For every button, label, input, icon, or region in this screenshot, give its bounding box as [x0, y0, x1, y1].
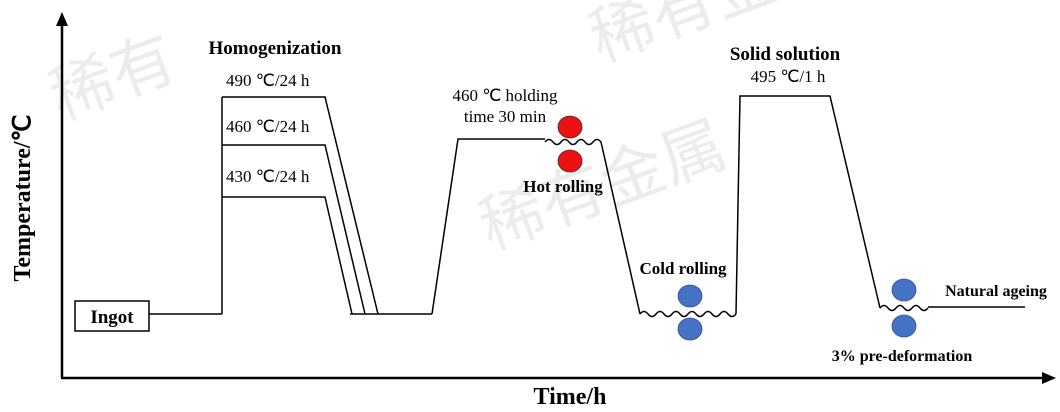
ingot-box	[74, 300, 150, 332]
pre-deformation-label: 3% pre-deformation	[832, 348, 973, 365]
pre-deformation-wave	[879, 304, 929, 312]
natural-ageing-label: Natural ageing	[945, 283, 1047, 300]
homogenization-430	[222, 196, 353, 315]
cold-roll-bottom	[677, 317, 703, 341]
x-axis-arrow	[1042, 372, 1056, 384]
cold-roll-top	[677, 284, 703, 308]
watermark-text-mid: 稀有金属	[470, 108, 736, 265]
homogenization-430-label: 430 ℃/24 h	[226, 167, 310, 186]
after-hot-rolling	[600, 141, 641, 315]
solid-solution-title: Solid solution	[730, 44, 841, 65]
watermark-text-top: 稀有金属材料	[580, 0, 966, 77]
pre-deformation-roll-bottom	[891, 314, 917, 338]
hot-rolling-wave	[544, 138, 602, 146]
x-axis-label: Time/h	[534, 384, 607, 410]
homogenization-title: Homogenization	[209, 38, 342, 59]
pre-deformation-roll-top	[891, 278, 917, 302]
homogenization-460	[222, 144, 366, 315]
axes	[56, 12, 1056, 384]
process-curve	[149, 95, 1025, 318]
solid-solution-temp-label: 495 ℃/1 h	[751, 67, 826, 86]
y-axis-label: Temperature/℃	[10, 115, 36, 282]
ingot-label: Ingot	[90, 307, 134, 328]
reheat-to-holding	[431, 138, 545, 315]
y-axis-arrow	[56, 12, 68, 26]
homogenization-490-label: 490 ℃/24 h	[226, 71, 310, 90]
cold-rolling-label: Cold rolling	[639, 259, 727, 278]
holding-label-line1: 460 ℃ holding	[452, 86, 558, 105]
homogenization-490	[222, 96, 379, 315]
cold-rolling-wave	[639, 310, 737, 318]
homogenization-460-label: 460 ℃/24 h	[226, 117, 310, 136]
holding-label-line2: time 30 min	[464, 107, 547, 126]
watermark: 稀有金属材料 稀有 稀有金属	[40, 0, 966, 265]
hot-roll-top	[557, 115, 583, 139]
hot-rolling-label: Hot rolling	[523, 177, 603, 196]
solid-solution-curve	[735, 95, 881, 315]
hot-roll-bottom	[557, 149, 583, 173]
